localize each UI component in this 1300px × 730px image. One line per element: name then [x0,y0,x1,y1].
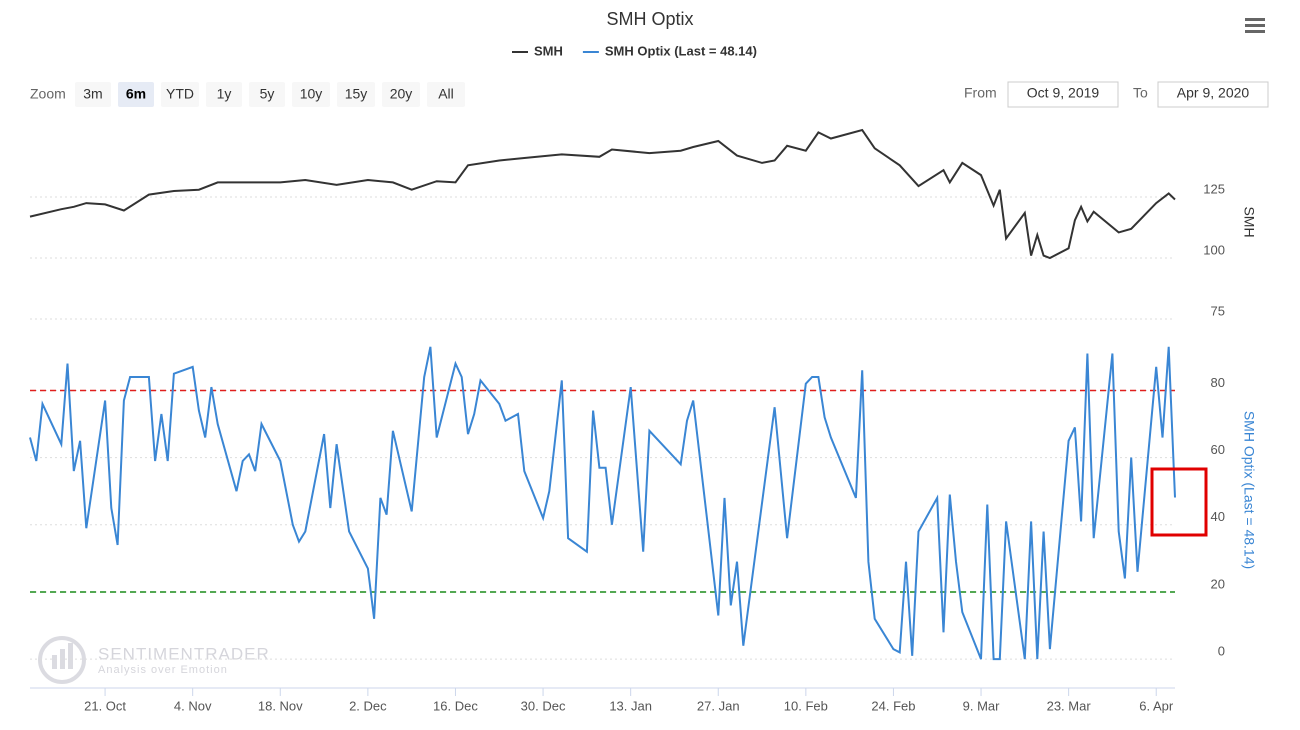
menu-icon[interactable] [1245,18,1265,33]
from-value: Oct 9, 2019 [1027,85,1100,101]
zoom-button-bg [292,82,330,107]
x-tick-label: 10. Feb [784,698,828,713]
zoom-button-bg [337,82,375,107]
zoom-button[interactable]: 20y [382,82,420,107]
y-tick-label: 40 [1211,509,1225,524]
x-tick-label: 30. Dec [521,698,566,713]
zoom-button-bg [206,82,242,107]
x-tick-label: 2. Dec [349,698,387,713]
chart-title: SMH Optix [606,9,693,29]
y-tick-label: 80 [1211,375,1225,390]
y-tick-label: 0 [1218,644,1225,659]
zoom-button-bg [382,82,420,107]
y-axis-title: SMH Optix (Last = 48.14) [1241,411,1257,569]
from-input[interactable] [1007,81,1119,108]
legend-label: SMH [534,43,563,58]
to-value: Apr 9, 2020 [1177,85,1250,101]
x-tick-label: 23. Mar [1047,698,1092,713]
x-tick-label: 13. Jan [609,698,652,713]
from-label: From [964,85,997,101]
x-tick-label: 18. Nov [258,698,303,713]
zoom-button-label: 20y [390,86,413,102]
zoom-button-bg [75,82,111,107]
zoom-button-bg [249,82,285,107]
series-line [29,346,1176,661]
zoom-button-label: 5y [260,86,275,102]
zoom-button[interactable]: 15y [337,82,375,107]
zoom-button[interactable]: 5y [249,82,285,107]
zoom-button[interactable]: 3m [75,82,111,107]
zoom-button[interactable]: YTD [161,82,199,107]
zoom-button-label: 10y [300,86,323,102]
y-tick-label: 20 [1211,576,1225,591]
zoom-button[interactable]: 1y [206,82,242,107]
zoom-button-label: YTD [166,86,194,102]
y-tick-label: 60 [1211,442,1225,457]
watermark-tagline: Analysis over Emotion [98,664,228,676]
y-axis-title: SMH [1241,206,1257,237]
x-tick-label: 4. Nov [174,698,212,713]
to-input[interactable] [1157,81,1269,108]
series-line [29,128,1176,260]
zoom-button[interactable]: All [427,82,465,107]
zoom-button[interactable]: 10y [292,82,330,107]
y-tick-label: 125 [1203,181,1225,196]
zoom-button-bg [427,82,465,107]
x-tick-label: 16. Dec [433,698,478,713]
zoom-button-label: 1y [217,86,232,102]
zoom-button-label: 6m [126,86,146,102]
zoom-button[interactable]: 6m [118,82,154,107]
x-tick-label: 21. Oct [84,698,126,713]
x-tick-label: 27. Jan [697,698,740,713]
x-tick-label: 24. Feb [871,698,915,713]
zoom-button-label: 3m [83,86,102,102]
zoom-button-bg [161,82,199,107]
zoom-button-label: All [438,86,454,102]
watermark-name: SENTIMENTRADER [98,644,270,663]
y-tick-label: 75 [1211,303,1225,318]
zoom-label: Zoom [30,86,66,102]
y-tick-label: 100 [1203,242,1225,257]
x-tick-label: 9. Mar [963,698,1001,713]
to-label: To [1133,85,1148,101]
x-tick-label: 6. Apr [1139,698,1174,713]
zoom-button-bg [118,82,154,107]
legend-label: SMH Optix (Last = 48.14) [605,43,757,58]
watermark: SENTIMENTRADER Analysis over Emotion [38,636,270,684]
zoom-button-label: 15y [345,86,368,102]
highlight-box [1150,467,1208,537]
